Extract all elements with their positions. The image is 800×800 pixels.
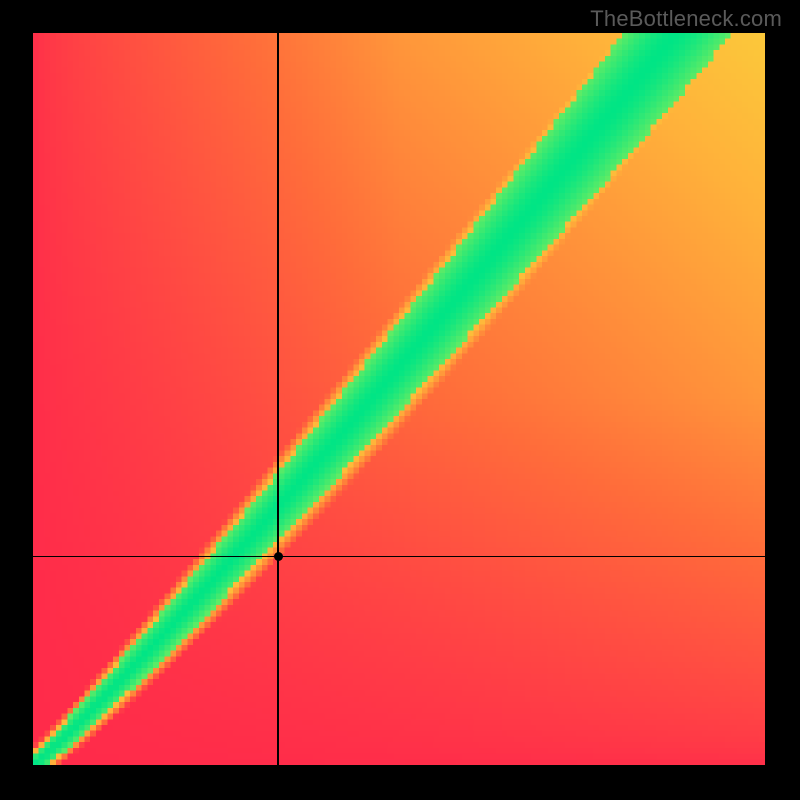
crosshair-horizontal-line <box>33 556 765 558</box>
crosshair-vertical-line <box>277 33 279 765</box>
current-config-marker <box>274 552 283 561</box>
watermark-text: TheBottleneck.com <box>590 6 782 32</box>
figure-root: TheBottleneck.com <box>0 0 800 800</box>
bottleneck-heatmap <box>33 33 765 765</box>
